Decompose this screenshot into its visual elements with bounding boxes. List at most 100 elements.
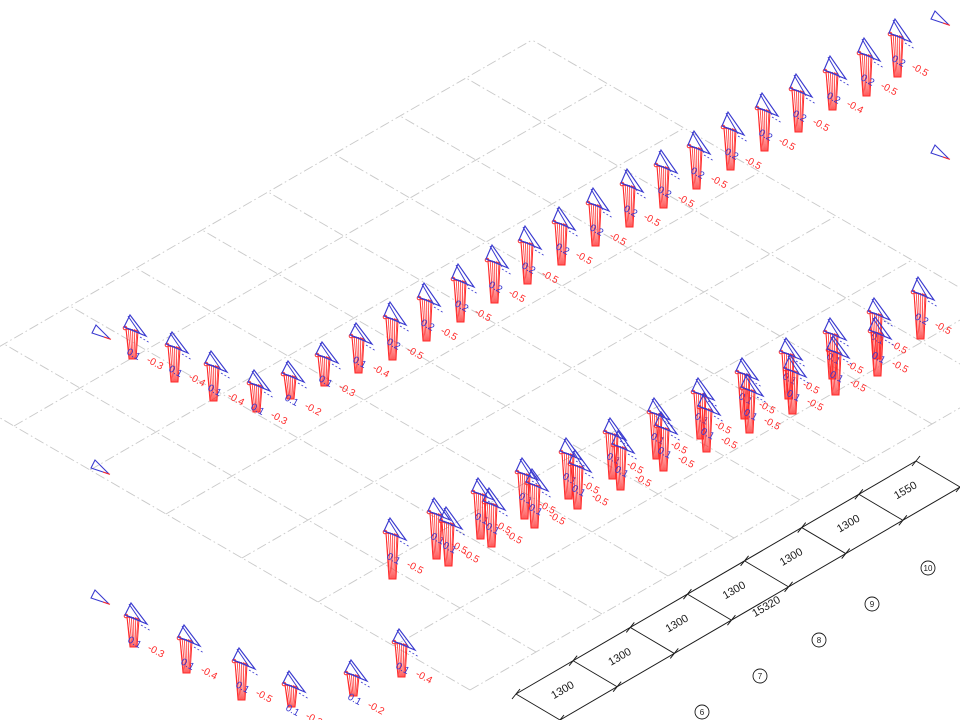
diagram-glyph[interactable]: 0.1 -0.4 [176,623,219,683]
diagram-glyph[interactable]: 0.1-0.5 [867,315,910,377]
diagram-glyph[interactable]: 0.1 -0.4 [391,627,434,687]
spike-line [462,279,466,323]
diagram-glyph[interactable] [90,459,111,475]
diagram-glyph[interactable]: 0.1-0.5 [696,391,739,453]
diagram-glyph[interactable]: 0.1 -0.3 [246,368,289,428]
fan-line [894,34,908,42]
diagram-glyph[interactable] [930,144,951,160]
dimension-extension-line [858,493,904,521]
diagram-glyph[interactable]: 0.1 -0.2 [343,658,386,718]
spike-line [536,483,540,529]
diagram-glyph[interactable]: 0.2 -0.5 [585,186,629,249]
diagram-glyph[interactable]: 0.2 -0.5 [416,281,459,344]
spike-line [394,532,398,580]
grid-bubble[interactable]: 6 [694,704,710,720]
diagram-glyph[interactable]: 0.1-0.5 [739,372,782,434]
flat-glyph [930,10,951,26]
diagram-glyph[interactable]: 0.1 -0.3 [314,340,357,400]
negative-spike [585,200,602,247]
diagram-glyph[interactable]: 0.1-0.5 [567,448,610,510]
blue-leader [602,211,614,219]
spike-line [257,383,260,413]
diagram-glyph[interactable]: 0.1 -0.4 [348,321,391,381]
diagram-glyph[interactable]: 0.1 -0.4 [164,330,207,390]
negative-value-label: -0.5 [910,62,931,80]
negative-value-label: -0.5 [405,559,426,577]
fan-line [660,165,674,173]
dimension-extension-line [915,460,960,488]
diagram-glyph[interactable] [90,589,111,605]
diagram-glyph[interactable] [930,10,951,26]
diagram-glyph[interactable]: 0.1-0.5 [231,646,275,706]
negative-value-label: -0.4 [845,99,866,117]
spike-line [878,331,881,377]
spike-line [242,661,245,701]
diagram-glyph[interactable]: 0.2 -0.5 [754,91,797,154]
positive-fan [315,340,340,365]
blue-leader [399,540,411,548]
fan-chord [529,469,543,490]
diagram-glyph[interactable]: 0.1-0.5 [382,516,426,580]
spike-line [214,364,217,402]
dimension-tick [911,455,921,467]
positive-value-label: 0.1 [346,692,364,708]
positive-fan [586,186,611,213]
diagram-glyph[interactable]: 0.2 -0.5 [720,110,763,173]
positive-fan [439,505,464,531]
negative-spike [782,366,799,415]
blue-leader [433,306,445,314]
grid-bubble[interactable]: 8 [811,632,827,648]
diagram-glyph[interactable]: 0.2 -0.5 [450,262,493,325]
diagram-glyph[interactable]: 0.2 -0.4 [822,54,866,117]
spike-line [664,165,667,209]
diagram-glyph[interactable]: 0.1-0.5 [514,456,557,520]
grid-line-v [333,153,867,463]
bubble-circle [920,560,936,576]
negative-value-label: -0.5 [254,688,275,706]
diagram-glyph[interactable]: 0.1 -0.3 [123,601,166,661]
blue-leader [799,377,811,385]
grid-bubble[interactable]: 7 [752,668,768,684]
diagram-glyph[interactable]: 0.1-0.5 [734,356,777,420]
spike-line [617,445,621,491]
spike-line [899,34,903,78]
diagram-glyph[interactable]: 0.1 -0.2 [281,669,325,720]
positive-value-label: 0.1 [179,657,197,673]
spike-line [285,374,290,400]
spike-line [657,412,660,460]
negative-value-label: -0.2 [304,711,325,720]
diagram-glyph[interactable]: 0.2 -0.5 [653,148,696,211]
positive-fan [611,429,636,455]
fan-chord [285,361,299,380]
fan-line [287,374,301,382]
spike-line [751,388,755,434]
grid-bubble[interactable]: 9 [864,596,880,612]
diagram-glyph[interactable]: 0.2 -0.5 [484,243,527,306]
diagram-glyph[interactable]: 0.1 -0.4 [203,349,246,409]
blue-leader [498,510,510,518]
dimension-tick [669,648,679,659]
diagram-glyph[interactable]: 0.2 -0.5 [619,167,662,230]
diagram-glyph[interactable] [91,324,112,340]
diagram-glyph[interactable]: 0.2 -0.5 [382,300,425,363]
diagram-glyph[interactable]: 0.1 -0.2 [280,359,323,419]
spike-line [428,298,432,342]
diagram-glyph[interactable]: 0.2 -0.5 [551,205,594,268]
spike-line [433,512,437,560]
negative-value-label: -0.5 [633,472,654,490]
negative-value-label: -0.5 [608,231,629,249]
diagram-glyph[interactable]: 0.2 -0.5 [856,36,899,99]
diagram-glyph[interactable]: 0.2 -0.5 [686,129,729,192]
fan-chord [572,450,586,471]
diagram-glyph[interactable]: 0.1 -0.3 [122,313,165,373]
grid-bubble[interactable]: 10 [920,560,936,576]
fan-chord [827,318,841,339]
diagram-glyph[interactable]: 0.2 -0.5 [910,275,953,340]
diagram-glyph[interactable]: 0.1-0.5 [866,296,909,360]
diagram-glyph[interactable]: 0.2 -0.5 [517,224,560,287]
diagram-glyph[interactable]: 0.1-0.5 [524,467,567,529]
diagram-glyph[interactable]: 0.2 -0.5 [887,17,931,80]
diagram-glyph[interactable]: 0.2 -0.5 [788,72,831,135]
negative-spike [867,328,884,377]
